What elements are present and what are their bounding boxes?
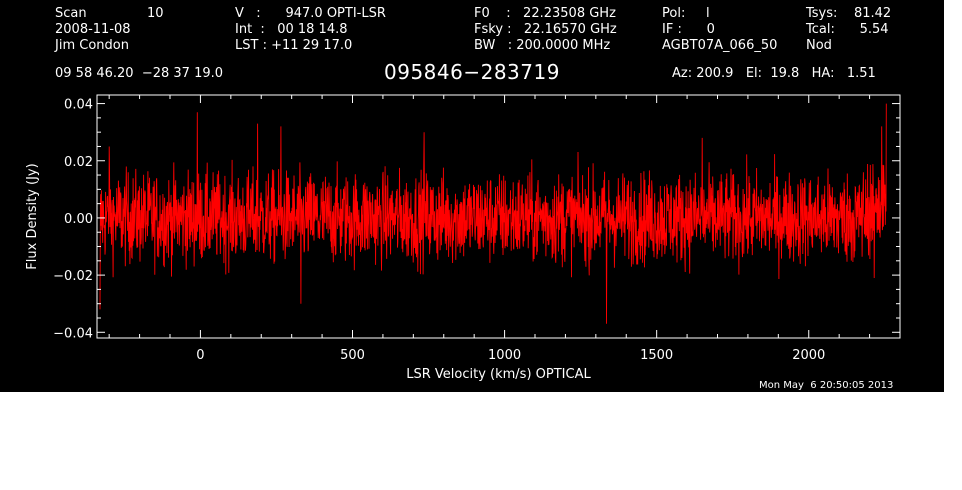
rest-frequency: F0 : 22.23508 GHz xyxy=(474,6,616,21)
y-tick-label: 0.04 xyxy=(64,98,93,113)
spectrum-plot: 0 500 1000 1500 2000 −0.04 −0.02 0.00 0.02 0.04 LS… xyxy=(25,94,901,382)
scan-number: 10 xyxy=(147,6,164,21)
x-tick-label: 500 xyxy=(340,348,365,363)
plot-frame xyxy=(96,94,901,339)
plot-timestamp: Mon May 6 20:50:05 2013 xyxy=(759,380,894,391)
series-trace xyxy=(99,103,887,324)
x-axis-label: LSR Velocity (km/s) OPTICAL xyxy=(406,367,591,382)
y-tick-label: −0.02 xyxy=(53,269,93,284)
integration-time: Int : 00 18 14.8 xyxy=(235,22,348,37)
if-number: IF : 0 xyxy=(662,22,715,37)
project-id: AGBT07A_066_50 xyxy=(662,38,778,53)
procedure-name: Nod xyxy=(806,38,832,53)
velocity-readout: V : 947.0 OPTI-LSR xyxy=(235,6,386,21)
y-tick-label: −0.04 xyxy=(53,326,93,341)
scan-label: Scan xyxy=(55,6,87,21)
x-tick-label: 1500 xyxy=(640,348,673,363)
source-name: 095846−283719 xyxy=(384,60,560,84)
x-tick-label: 2000 xyxy=(792,348,825,363)
y-tick-label: 0.00 xyxy=(64,212,93,227)
lst-readout: LST : +11 29 17.0 xyxy=(235,38,353,53)
x-tick-label: 0 xyxy=(196,348,204,363)
x-tick-label: 1000 xyxy=(488,348,521,363)
polarization: Pol: l xyxy=(662,6,710,21)
observer-name: Jim Condon xyxy=(55,38,129,53)
cal-temperature: Tcal: 5.54 xyxy=(806,22,889,37)
bandwidth: BW : 200.0000 MHz xyxy=(474,38,611,53)
observation-date: 2008-11-08 xyxy=(55,22,131,37)
az-el-ha-readout: Az: 200.9 El: 19.8 HA: 1.51 xyxy=(672,66,876,81)
sky-frequency: Fsky : 22.16570 GHz xyxy=(474,22,617,37)
source-coordinates: 09 58 46.20 −28 37 19.0 xyxy=(55,66,224,81)
y-axis-label: Flux Density (Jy) xyxy=(25,163,40,269)
plot-panel: Scan 10 2008-11-08 Jim Condon V : 947.0 … xyxy=(0,0,944,392)
y-tick-label: 0.02 xyxy=(64,155,93,170)
system-temperature: Tsys: 81.42 xyxy=(806,6,892,21)
